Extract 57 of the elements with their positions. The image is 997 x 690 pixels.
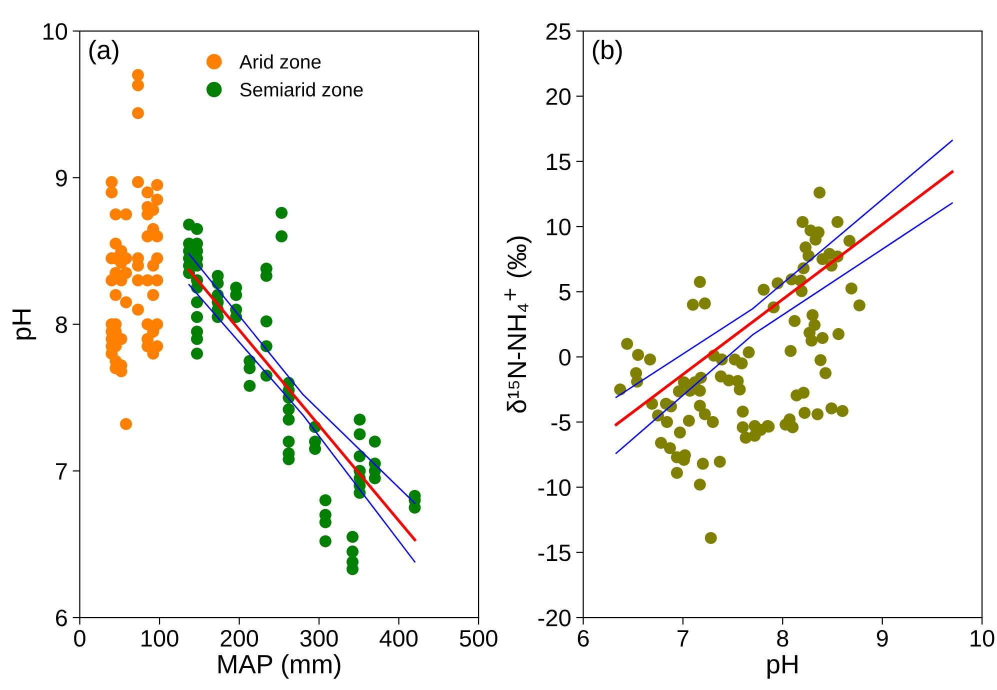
x-tick-label: 9 bbox=[876, 630, 888, 647]
y-tick-label: -15 bbox=[538, 544, 570, 562]
point bbox=[120, 252, 132, 264]
chart-title: (a) bbox=[89, 40, 118, 64]
point bbox=[142, 186, 154, 198]
y-tick-label: -20 bbox=[538, 610, 571, 626]
x-tick-label: 10 bbox=[970, 630, 994, 647]
point bbox=[132, 107, 144, 120]
point bbox=[151, 230, 164, 242]
y-tick-label: 25 bbox=[546, 23, 570, 40]
point bbox=[151, 318, 164, 330]
point bbox=[106, 186, 118, 198]
x-tick-label: 300 bbox=[300, 630, 338, 647]
point bbox=[120, 266, 132, 279]
point bbox=[151, 194, 164, 206]
chart-title: (b) bbox=[592, 40, 622, 64]
point bbox=[120, 208, 132, 220]
x-tick-label: 500 bbox=[460, 630, 498, 647]
y-axis-title: δ¹⁵N-NH₄$^{+}$ (‰) bbox=[504, 236, 532, 413]
y-tick-label: 20 bbox=[546, 88, 571, 106]
y-tick-label: 0 bbox=[559, 348, 571, 366]
y-tick-label: 7 bbox=[56, 463, 67, 480]
point bbox=[151, 252, 164, 264]
point bbox=[132, 79, 144, 92]
x-tick-label: 0 bbox=[74, 630, 86, 647]
y-tick-label: 9 bbox=[56, 170, 67, 186]
y-tick-label: 6 bbox=[56, 610, 67, 626]
point bbox=[147, 288, 160, 301]
x-tick-label: 400 bbox=[380, 630, 418, 647]
x-tick-label: 100 bbox=[142, 630, 178, 647]
point bbox=[151, 178, 164, 192]
point bbox=[132, 304, 144, 316]
legend-label: Arid zone bbox=[239, 54, 321, 69]
point bbox=[120, 418, 132, 430]
legend-label: Semiarid zone bbox=[240, 82, 363, 97]
point bbox=[106, 176, 118, 188]
x-tick-label: 200 bbox=[220, 630, 258, 647]
y-tick-label: 8 bbox=[56, 316, 67, 334]
y-tick-label: -5 bbox=[551, 414, 570, 431]
point bbox=[132, 176, 144, 188]
x-axis-title: pH bbox=[767, 655, 798, 679]
x-tick-label: 8 bbox=[777, 630, 788, 647]
point bbox=[110, 288, 122, 301]
y-tick-label: 10 bbox=[546, 218, 571, 236]
point bbox=[110, 208, 122, 220]
y-tick-label: 15 bbox=[546, 154, 570, 170]
y-tick-label: -10 bbox=[538, 479, 571, 496]
x-tick-label: 6 bbox=[578, 630, 589, 647]
point bbox=[151, 340, 164, 352]
x-axis-title: MAP (mm) bbox=[218, 654, 340, 679]
point bbox=[151, 274, 164, 286]
y-axis-title: pH bbox=[12, 310, 36, 340]
y-tick-label: 10 bbox=[43, 23, 68, 40]
y-tick-label: 5 bbox=[559, 284, 570, 301]
x-tick-label: 7 bbox=[678, 630, 688, 646]
point bbox=[132, 69, 144, 82]
point bbox=[120, 296, 132, 308]
